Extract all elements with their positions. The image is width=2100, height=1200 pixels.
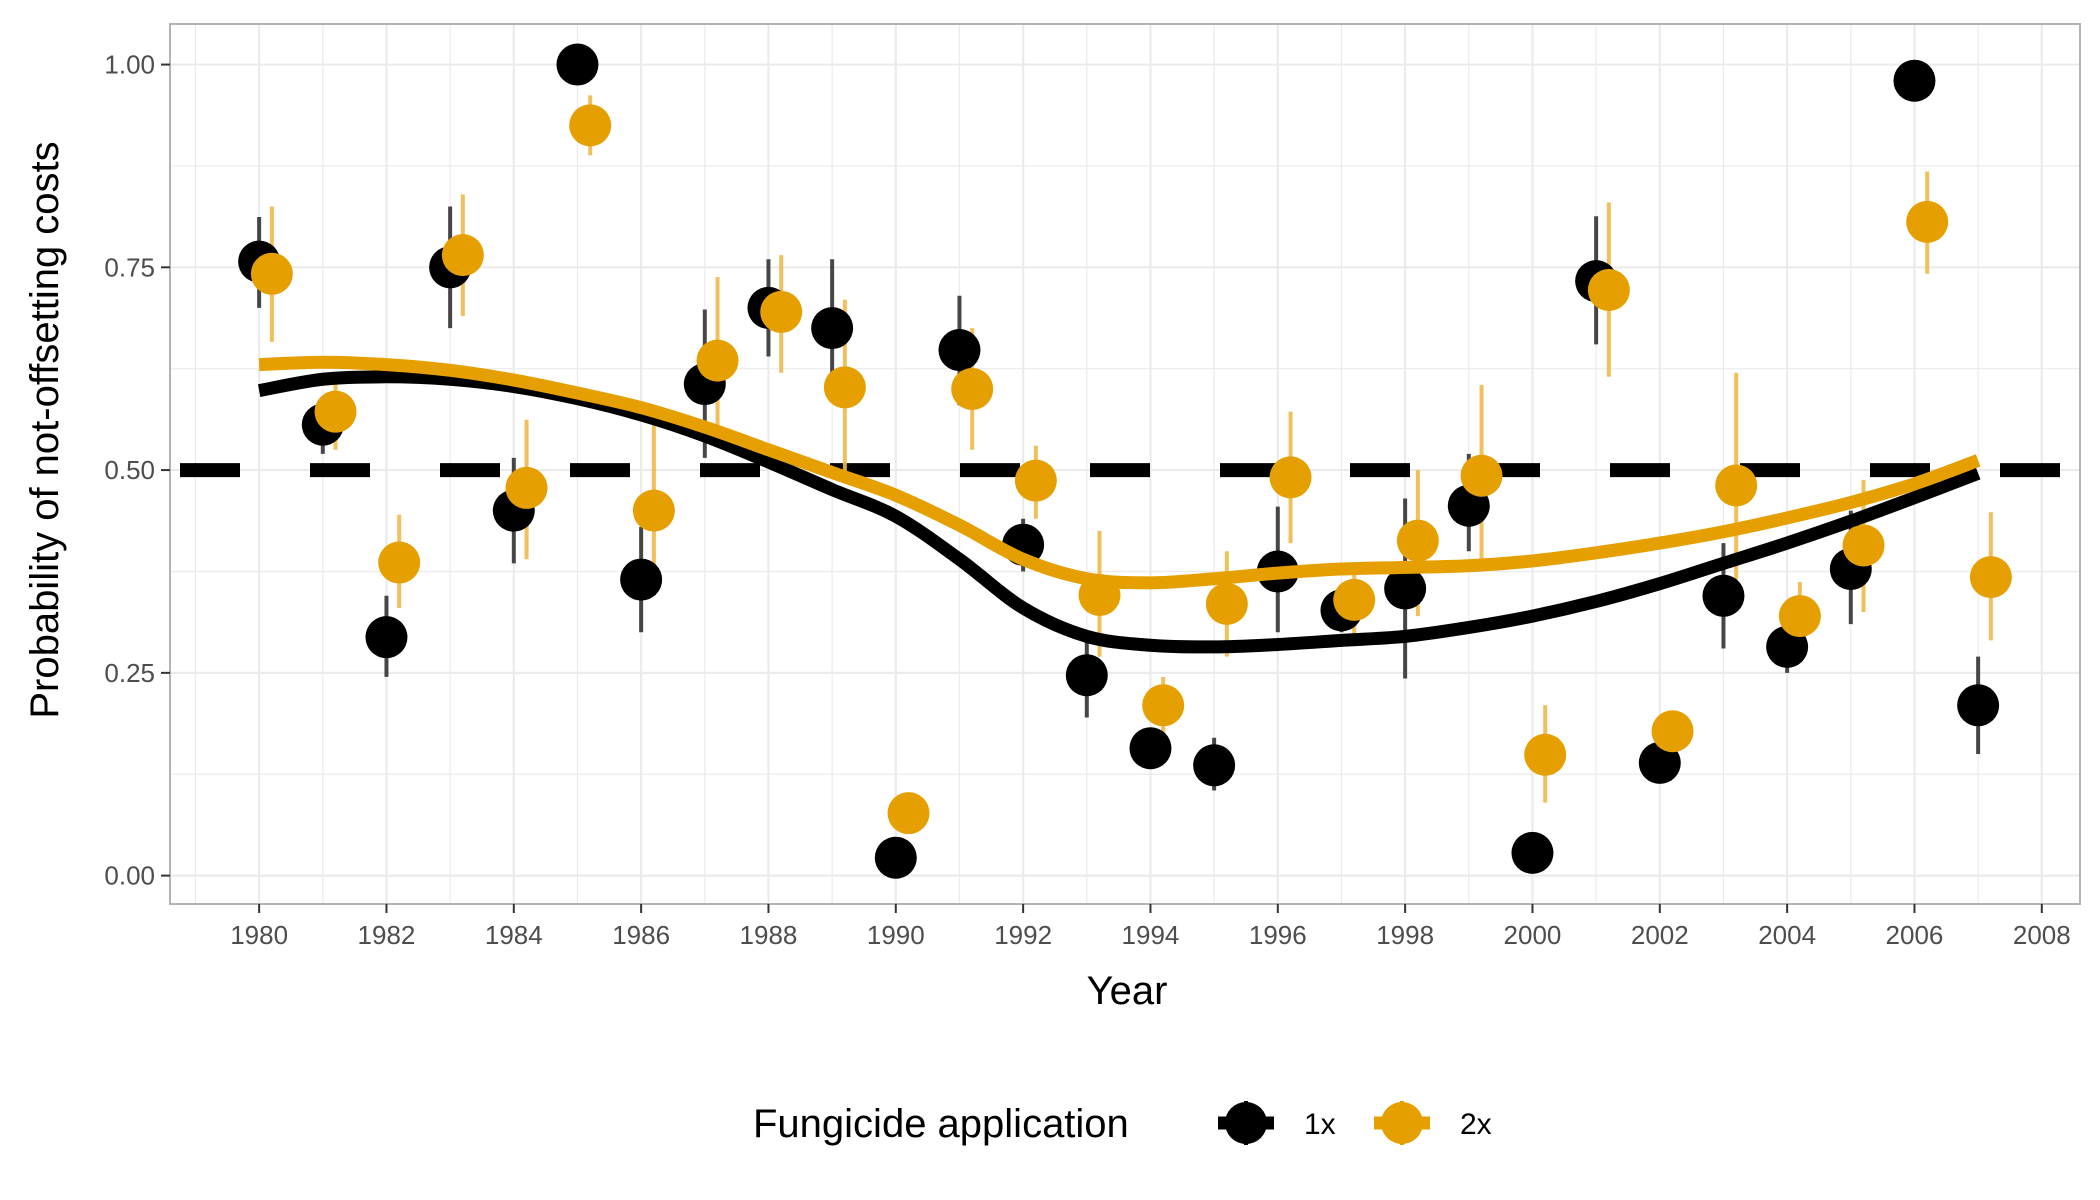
legend-keys: 1x 2x <box>1218 1101 1492 1145</box>
x-tick-label: 1986 <box>612 920 670 950</box>
point-2x-1985 <box>569 104 612 147</box>
point-2x-1983 <box>441 234 484 277</box>
point-1x-2000 <box>1511 831 1554 874</box>
point-2x-1994 <box>1142 684 1185 727</box>
point-2x-2004 <box>1778 595 1821 638</box>
y-tick-label: 1.00 <box>104 50 155 80</box>
legend-key-point-2x <box>1381 1102 1423 1144</box>
y-axis-ticks: 0.00 0.25 0.50 0.75 1.00 <box>104 50 170 891</box>
point-1x-2002 <box>1638 741 1681 784</box>
point-1x-1985 <box>556 43 599 86</box>
x-tick-label: 1988 <box>740 920 798 950</box>
point-2x-1988 <box>760 290 803 333</box>
point-1x-1991 <box>938 329 981 372</box>
minor-grid <box>170 24 2080 904</box>
point-2x-2001 <box>1587 269 1630 312</box>
point-2x-2005 <box>1842 524 1885 567</box>
y-tick-label: 0.50 <box>104 455 155 485</box>
point-2x-1982 <box>378 541 421 584</box>
legend-label-1x: 1x <box>1304 1108 1336 1141</box>
point-1x-1994 <box>1129 727 1172 770</box>
point-2x-2006 <box>1906 200 1949 243</box>
point-2x-1981 <box>314 390 357 433</box>
y-axis-title: Probability of not-offsetting costs <box>23 141 67 718</box>
point-2x-1998 <box>1396 519 1439 562</box>
point-2x-2007 <box>1969 556 2012 599</box>
x-tick-label: 2004 <box>1758 920 1816 950</box>
point-2x-1999 <box>1460 454 1503 497</box>
y-tick-label: 0.75 <box>104 252 155 282</box>
x-tick-label: 1994 <box>1122 920 1180 950</box>
point-2x-1987 <box>696 339 739 382</box>
x-axis-ticks: 1980 1982 1984 1986 1988 1990 1992 1994 1996 1998… <box>230 904 2071 950</box>
smooth-curves <box>257 355 1981 654</box>
point-1x-2007 <box>1957 684 2000 727</box>
point-1x-1989 <box>811 307 854 350</box>
point-2x-1980 <box>250 252 293 295</box>
point-2x-2003 <box>1715 464 1758 507</box>
legend-key-point-1x <box>1225 1102 1267 1144</box>
point-2x-1990 <box>887 792 930 835</box>
x-tick-label: 2000 <box>1504 920 1562 950</box>
x-tick-label: 1992 <box>994 920 1052 950</box>
x-tick-label: 2006 <box>1886 920 1944 950</box>
point-2x-1996 <box>1269 456 1312 499</box>
legend-label-2x: 2x <box>1460 1108 1492 1141</box>
x-axis-title: Year <box>1087 969 1168 1013</box>
point-1x-2003 <box>1702 574 1745 617</box>
point-2x-1992 <box>1014 459 1057 502</box>
x-tick-label: 2002 <box>1631 920 1689 950</box>
x-tick-label: 1980 <box>230 920 288 950</box>
x-tick-label: 1998 <box>1376 920 1434 950</box>
point-2x-1989 <box>823 366 866 409</box>
plot-panel <box>169 23 2081 905</box>
major-grid <box>170 24 2080 904</box>
point-1x-2006 <box>1893 59 1936 102</box>
y-tick-label: 0.00 <box>104 861 155 891</box>
x-tick-label: 1990 <box>867 920 925 950</box>
x-tick-label: 1984 <box>485 920 543 950</box>
panel-border <box>169 23 2081 905</box>
x-tick-label: 1982 <box>358 920 416 950</box>
point-1x-1993 <box>1065 654 1108 697</box>
x-tick-label: 1996 <box>1249 920 1307 950</box>
legend: Fungicide application 1x 2x <box>753 1101 1492 1146</box>
point-2x-1984 <box>505 466 548 509</box>
smooth-line-2x <box>258 355 1981 590</box>
point-2x-1991 <box>951 367 994 410</box>
point-1x-1995 <box>1193 744 1236 787</box>
point-1x-1998 <box>1384 567 1427 610</box>
data-points <box>238 43 2012 879</box>
x-tick-label: 2008 <box>2013 920 2071 950</box>
point-1x-1982 <box>365 616 408 659</box>
point-2x-1995 <box>1205 582 1248 625</box>
point-2x-1986 <box>632 489 675 532</box>
point-2x-1997 <box>1333 578 1376 621</box>
y-tick-label: 0.25 <box>104 658 155 688</box>
point-2x-2000 <box>1524 733 1567 776</box>
point-2x-2002 <box>1651 710 1694 753</box>
legend-title: Fungicide application <box>753 1102 1129 1146</box>
point-1x-1986 <box>620 558 663 601</box>
point-1x-1990 <box>874 836 917 879</box>
